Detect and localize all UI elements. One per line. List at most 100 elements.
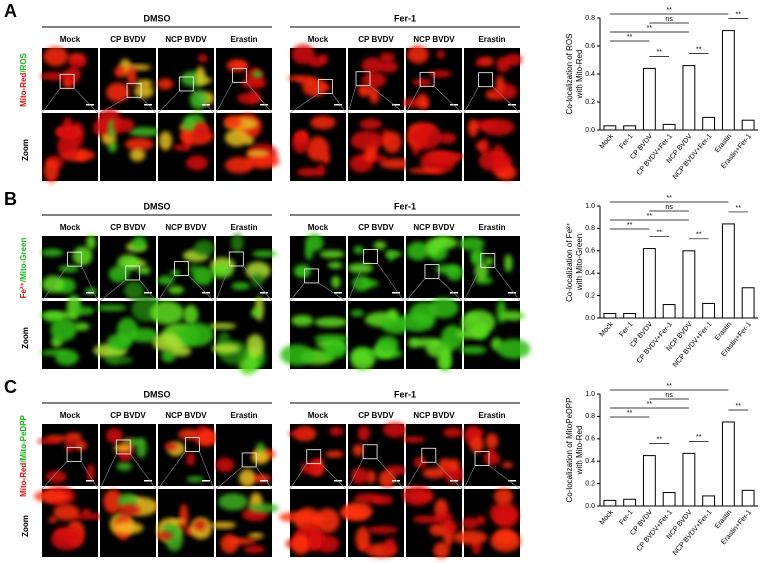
significance-label: ** [647, 25, 653, 32]
cell-signal [136, 79, 153, 88]
cell-signal [366, 526, 399, 534]
cell-signal [384, 537, 397, 554]
significance-label: ** [666, 383, 672, 390]
cell-signal [280, 344, 314, 366]
cell-signal [387, 309, 399, 320]
cell-signal [170, 345, 192, 357]
micrograph [280, 301, 350, 369]
zoom-box [241, 452, 257, 468]
cell-signal [461, 517, 479, 529]
cell-signal [170, 269, 181, 277]
cell-signal [135, 438, 147, 459]
cell-signal [410, 123, 442, 150]
zoom-line [435, 462, 463, 490]
cell-signal [475, 515, 486, 526]
column-label: Erastin [478, 223, 505, 232]
cell-signal [495, 75, 505, 93]
cell-signal [237, 92, 263, 105]
cell-signal [494, 528, 516, 544]
cell-signal [37, 438, 62, 445]
cell-signal [63, 116, 73, 132]
significance-label: ** [666, 7, 672, 14]
cell-signal [252, 70, 263, 80]
zoom-line [347, 85, 357, 114]
cell-signal [255, 474, 271, 483]
x-tick-label: Fer-1 [618, 133, 634, 150]
cell-signal [500, 310, 525, 321]
group-label: Fer-1 [394, 201, 416, 211]
cell-signal [473, 246, 484, 266]
cell-signal [55, 349, 79, 366]
cell-signal [378, 470, 396, 488]
column-label: CP BVDV [110, 223, 146, 232]
scale-bar [508, 480, 516, 482]
cell-signal [350, 309, 364, 317]
cell-signal [251, 273, 264, 287]
bar [662, 123, 676, 131]
cell-signal [481, 118, 515, 136]
x-tick-label: Fer-1 [618, 321, 634, 338]
zoom-line [80, 461, 99, 490]
zoom-line [438, 278, 463, 302]
cell-signal [350, 467, 369, 485]
cell-signal [246, 149, 270, 157]
cell-signal [245, 153, 280, 169]
significance-label: ns [665, 16, 673, 23]
bar [721, 223, 735, 319]
micrograph [458, 236, 520, 298]
cell-signal [331, 275, 341, 289]
cell-signal [86, 463, 95, 482]
zoom-line [405, 462, 423, 490]
bar [702, 116, 716, 131]
cell-signal [288, 430, 312, 437]
cell-signal [41, 275, 65, 293]
column-label: Mock [60, 411, 81, 420]
cell-signal [496, 338, 531, 359]
zoom-label: Zoom [21, 139, 30, 161]
cell-signal [407, 45, 429, 64]
cell-signal [191, 121, 210, 137]
cell-signal [72, 246, 93, 266]
cell-signal [493, 488, 514, 505]
bar [702, 495, 716, 507]
micrograph [402, 485, 462, 559]
significance-label: ** [657, 229, 663, 236]
cell-signal [118, 504, 141, 516]
zoom-box [125, 265, 141, 281]
bar [721, 421, 735, 507]
zoom-line [347, 263, 364, 302]
zoom-box [355, 71, 371, 87]
cell-signal [461, 309, 496, 336]
cell-signal [318, 53, 329, 65]
column-label: Mock [308, 411, 329, 420]
cell-signal [41, 248, 64, 257]
zoom-box [424, 264, 440, 280]
cell-signal [182, 115, 196, 132]
column-label: CP BVDV [358, 411, 394, 420]
x-tick-label: Mock [599, 509, 615, 527]
cell-signal [327, 261, 343, 269]
bar [741, 489, 755, 507]
micrograph [348, 113, 414, 181]
x-tick-label: CP BVDV+Fer-1 [636, 509, 674, 553]
zoom-line [81, 266, 99, 302]
cell-signal [478, 150, 513, 172]
zoom-line [199, 451, 215, 490]
cell-signal [483, 451, 501, 466]
zoom-line [246, 82, 273, 114]
zoom-line [369, 85, 405, 114]
zoom-label: Zoom [21, 327, 30, 349]
scale-bar [260, 292, 268, 294]
cell-signal [505, 53, 522, 66]
scale-bar [508, 104, 516, 106]
cell-signal [116, 461, 133, 471]
cell-signal [435, 264, 460, 275]
zoom-line [376, 458, 405, 490]
bar [741, 287, 755, 319]
significance-label: ns [665, 204, 673, 211]
zoom-line [41, 88, 61, 114]
column-label: CP BVDV [358, 223, 394, 232]
y-axis-label: Co-localization of ROS [565, 34, 574, 115]
column-label: Erastin [230, 223, 257, 232]
cell-signal [50, 528, 84, 551]
